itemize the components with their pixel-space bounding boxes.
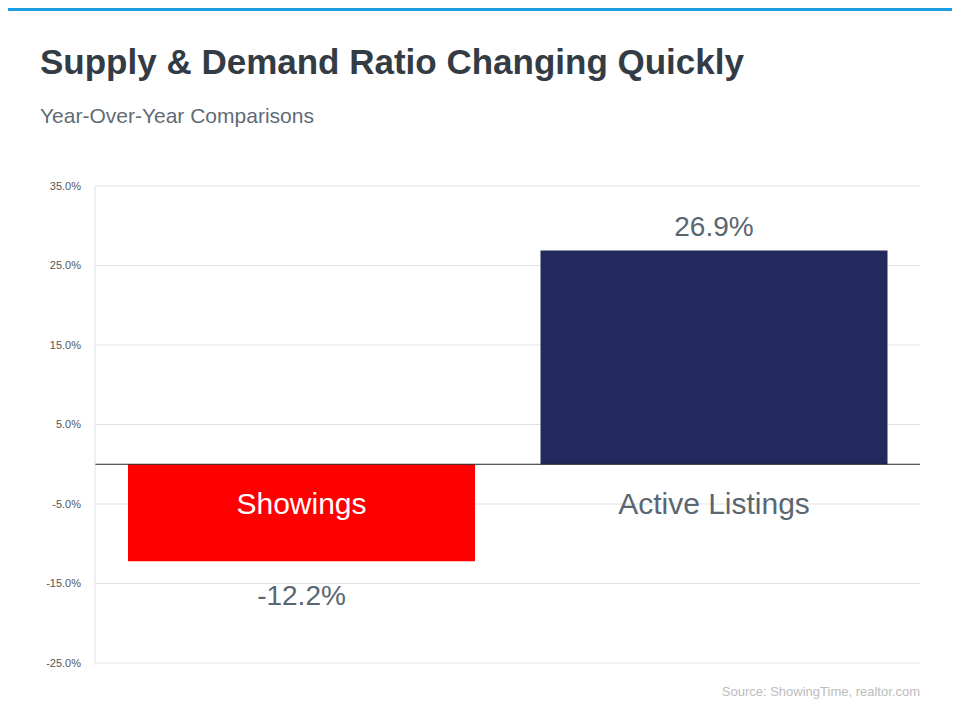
svg-text:-25.0%: -25.0% [46, 657, 81, 669]
svg-text:26.9%: 26.9% [674, 211, 753, 242]
svg-text:Active Listings: Active Listings [618, 487, 810, 520]
html-text:Year-Over-Year Comparisons: Year-Over-Year Comparisons [40, 104, 314, 127]
svg-text:-12.2%: -12.2% [257, 580, 346, 611]
svg-text:-15.0%: -15.0% [46, 577, 81, 589]
svg-text:25.0%: 25.0% [50, 259, 81, 271]
svg-text:Showings: Showings [236, 487, 366, 520]
svg-text:5.0%: 5.0% [56, 418, 81, 430]
html-text:Source: ShowingTime, realtor.c: Source: ShowingTime, realtor.com [721, 684, 920, 699]
svg-text:35.0%: 35.0% [50, 180, 81, 192]
svg-text:-5.0%: -5.0% [52, 498, 81, 510]
html-text:Supply & Demand Ratio Changing: Supply & Demand Ratio Changing Quickly [40, 42, 744, 81]
svg-text:15.0%: 15.0% [50, 339, 81, 351]
